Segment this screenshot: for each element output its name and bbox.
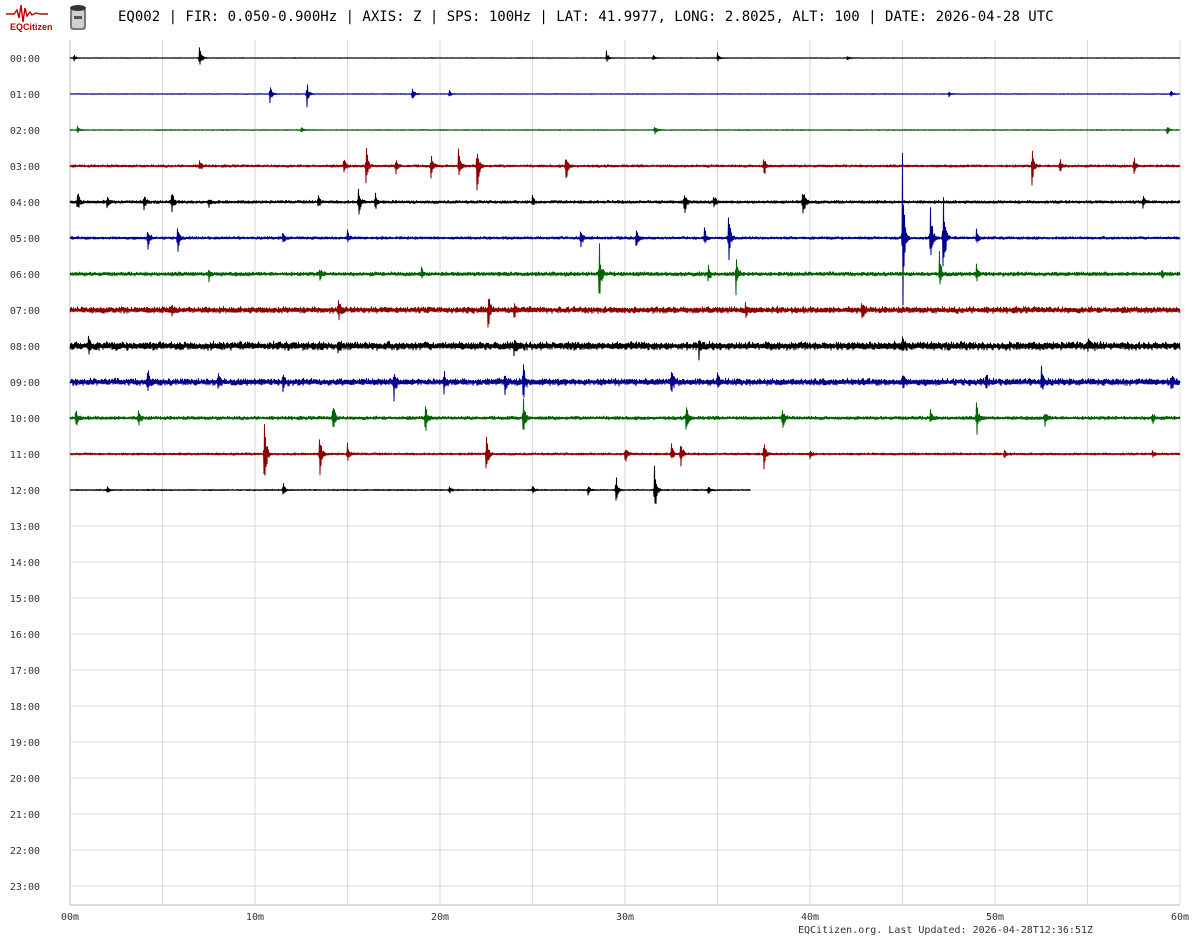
hour-label: 09:00: [10, 378, 40, 389]
x-tick-label: 50m: [986, 912, 1004, 923]
trace-0300: [69, 148, 1181, 191]
trace-0400: [69, 188, 1181, 215]
trace-0800: [69, 335, 1181, 361]
hour-label: 06:00: [10, 270, 40, 281]
hour-label: 13:00: [10, 522, 40, 533]
logo-label: EQCitizen: [10, 22, 53, 32]
trace-1200: [69, 465, 751, 505]
hour-label: 23:00: [10, 882, 40, 893]
sensor-icon: [68, 4, 88, 32]
trace-0700: [69, 298, 1181, 328]
x-tick-label: 60m: [1171, 912, 1189, 923]
hour-label: 21:00: [10, 810, 40, 821]
hour-label: 07:00: [10, 306, 40, 317]
trace-0000: [69, 47, 1181, 65]
hour-label: 22:00: [10, 846, 40, 857]
hour-label: 03:00: [10, 162, 40, 173]
header: EQCitizen EQ002 | FIR: 0.050-0.900Hz | A…: [0, 0, 1200, 36]
hour-label: 19:00: [10, 738, 40, 749]
hour-label: 15:00: [10, 594, 40, 605]
x-tick-label: 20m: [431, 912, 449, 923]
trace-0600: [69, 243, 1181, 296]
trace-0900: [69, 364, 1181, 402]
hour-label: 20:00: [10, 774, 40, 785]
trace-1100: [69, 424, 1181, 476]
x-tick-label: 10m: [246, 912, 264, 923]
hour-label: 08:00: [10, 342, 40, 353]
hour-label: 12:00: [10, 486, 40, 497]
hour-label: 14:00: [10, 558, 40, 569]
hour-label: 16:00: [10, 630, 40, 641]
trace-0500: [69, 152, 1181, 306]
hour-label: 17:00: [10, 666, 40, 677]
eqcitizen-logo: EQCitizen: [4, 2, 62, 34]
hour-label: 04:00: [10, 198, 40, 209]
hour-label: 02:00: [10, 126, 40, 137]
x-tick-label: 30m: [616, 912, 634, 923]
hour-label: 10:00: [10, 414, 40, 425]
page-title: EQ002 | FIR: 0.050-0.900Hz | AXIS: Z | S…: [118, 9, 1054, 25]
hour-label: 11:00: [10, 450, 40, 461]
trace-1000: [69, 398, 1181, 435]
x-tick-label: 00m: [61, 912, 79, 923]
hour-label: 18:00: [10, 702, 40, 713]
trace-0100: [69, 84, 1181, 108]
trace-0200: [69, 125, 1181, 135]
seismograph-logo-icon: [6, 4, 48, 23]
hour-label: 00:00: [10, 54, 40, 65]
hour-label: 01:00: [10, 90, 40, 101]
footer-status: EQCitizen.org. Last Updated: 2026-04-28T…: [798, 925, 1094, 936]
x-tick-label: 40m: [801, 912, 819, 923]
hour-label: 05:00: [10, 234, 40, 245]
